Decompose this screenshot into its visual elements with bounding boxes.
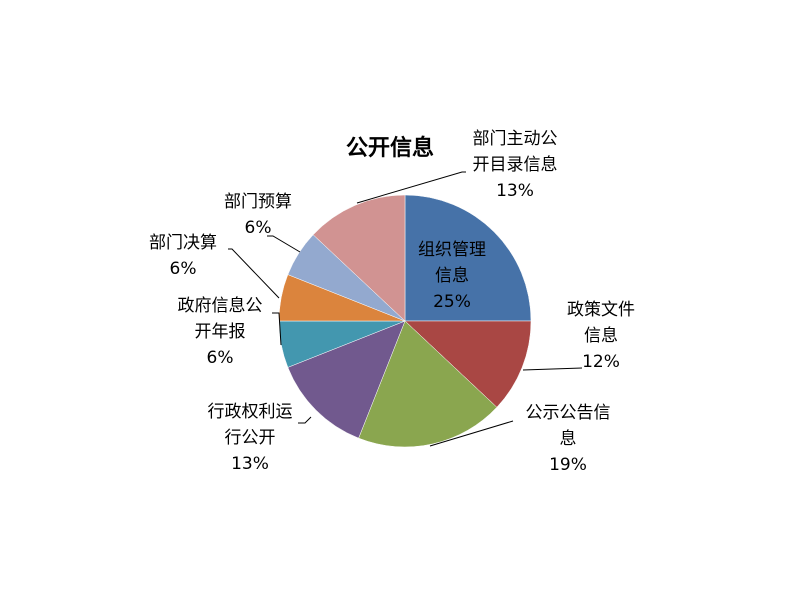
slice-label: 公示公告信息 19% — [526, 403, 611, 475]
chart-title: 公开信息 — [346, 135, 434, 161]
slice-label: 政府信息公开年报 6% — [178, 296, 263, 368]
slice-label: 行政权利运行公开 13% — [208, 402, 293, 474]
leader-line — [356, 171, 466, 204]
slice-label: 组织管理信息 25% — [418, 240, 486, 312]
slice-label: 部门主动公开目录信息 13% — [473, 129, 558, 201]
slice-label: 政策文件信息 12% — [567, 300, 635, 372]
pie-slice — [404, 320, 532, 408]
leader-line — [429, 420, 514, 447]
slice-label: 部门预算 6% — [224, 192, 292, 238]
leader-line — [522, 367, 583, 371]
pie-slice — [287, 320, 406, 439]
leader-line — [298, 416, 312, 424]
slice-label: 部门决算 6% — [149, 233, 217, 279]
leader-line — [228, 248, 280, 299]
leader-line — [272, 312, 282, 346]
leader-line — [267, 235, 301, 253]
pie-slice — [312, 194, 406, 322]
pie-slice — [404, 194, 532, 322]
pie-slice — [358, 320, 498, 448]
